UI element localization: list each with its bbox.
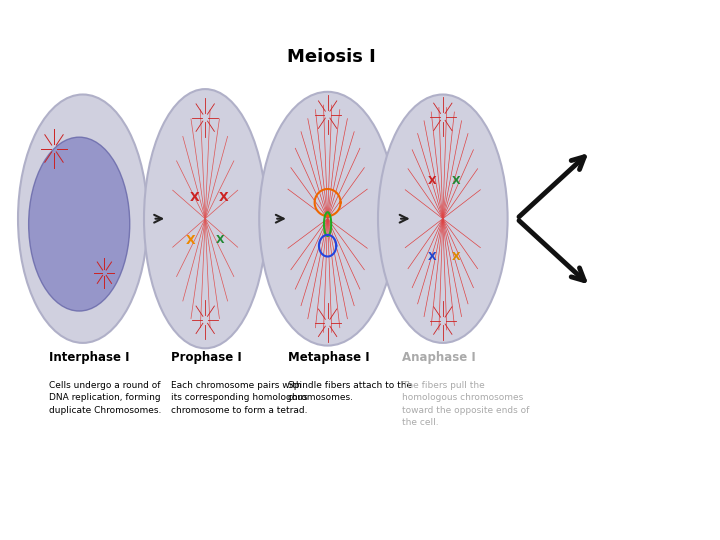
Text: Anaphase I: Anaphase I xyxy=(402,351,475,364)
Text: X: X xyxy=(215,235,224,245)
Text: X: X xyxy=(186,234,196,247)
Text: Meiosis I: Meiosis I xyxy=(287,48,376,66)
Ellipse shape xyxy=(378,94,508,343)
Text: Metaphase I: Metaphase I xyxy=(288,351,369,364)
Text: X: X xyxy=(451,252,460,261)
Text: X: X xyxy=(218,191,228,204)
Text: X: X xyxy=(189,191,199,204)
Ellipse shape xyxy=(18,94,148,343)
Text: X: X xyxy=(428,176,436,186)
Text: Each chromosome pairs with
its corresponding homologous
chromosome to form a tet: Each chromosome pairs with its correspon… xyxy=(171,381,308,415)
Ellipse shape xyxy=(29,137,130,311)
Ellipse shape xyxy=(259,92,396,346)
Text: Spindle fibers attach to the
chromosomes.: Spindle fibers attach to the chromosomes… xyxy=(288,381,412,402)
Text: X: X xyxy=(428,252,436,261)
Text: X: X xyxy=(451,176,460,186)
Text: The fibers pull the
homologous chromosomes
toward the opposite ends of
the cell.: The fibers pull the homologous chromosom… xyxy=(402,381,529,427)
Text: Interphase I: Interphase I xyxy=(49,351,130,364)
Text: Prophase I: Prophase I xyxy=(171,351,242,364)
Text: Cells undergo a round of
DNA replication, forming
duplicate Chromosomes.: Cells undergo a round of DNA replication… xyxy=(49,381,161,415)
Ellipse shape xyxy=(144,89,266,348)
